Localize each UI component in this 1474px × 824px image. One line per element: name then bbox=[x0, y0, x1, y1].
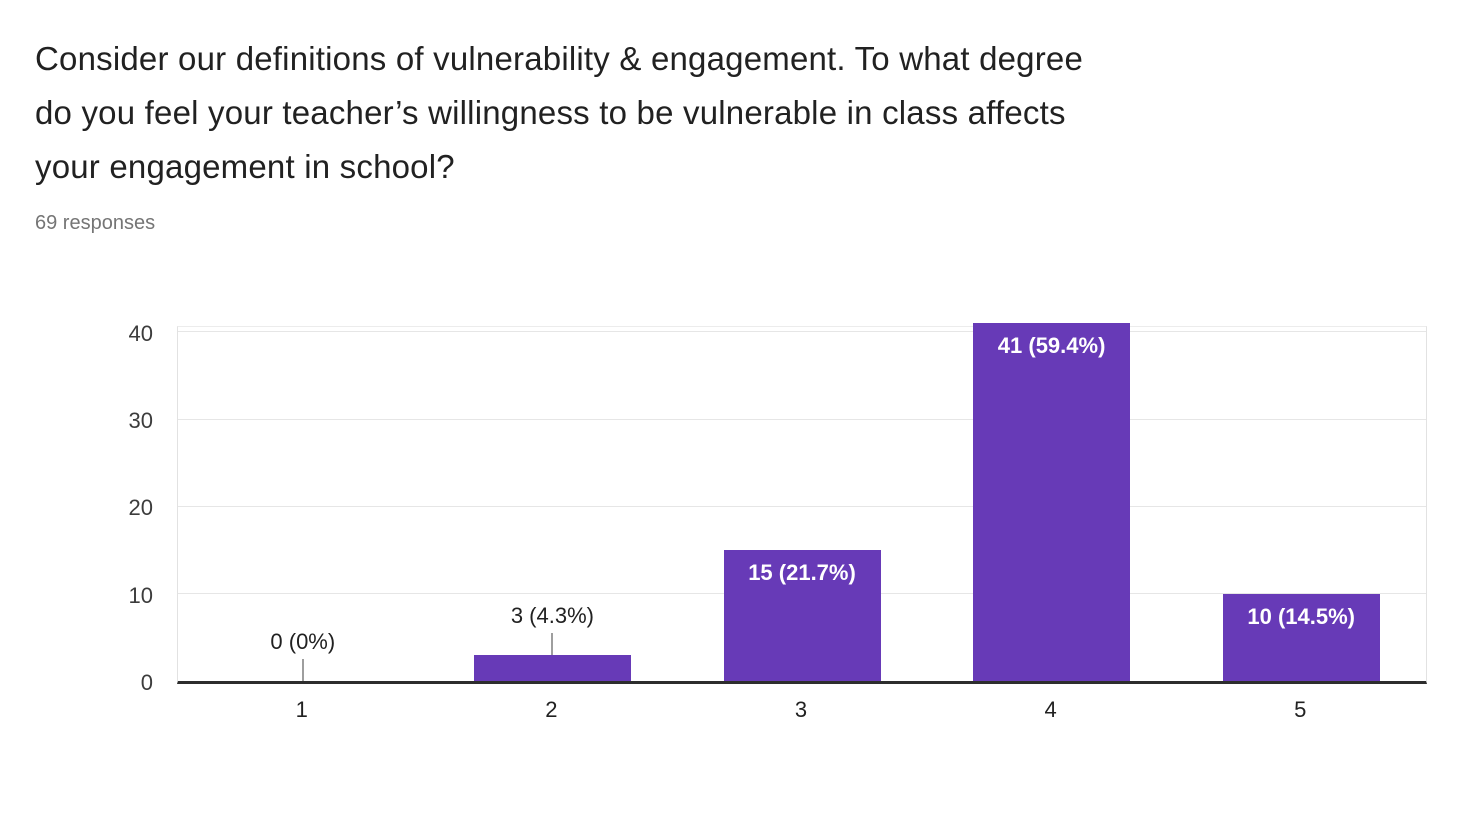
responses-count: 69 responses bbox=[35, 212, 156, 234]
bar-value-label-2: 3 (4.3%) bbox=[510, 602, 594, 628]
gridline-20 bbox=[178, 505, 1426, 507]
bar-4 bbox=[973, 323, 1131, 681]
question-title: Consider our definitions of vulnerabilit… bbox=[35, 32, 1335, 194]
annotation-callout-line-1 bbox=[301, 659, 304, 681]
x-tick-label-1: 1 bbox=[295, 697, 308, 722]
bar-value-label-3: 15 (21.7%) bbox=[748, 560, 856, 586]
bar-value-label-4: 41 (59.4%) bbox=[997, 333, 1106, 358]
bar-3 bbox=[723, 550, 881, 681]
question-title-line-1: Consider our definitions of vulnerabilit… bbox=[35, 40, 1084, 77]
annotation-callout-line-2 bbox=[551, 632, 554, 655]
x-tick-label-2: 2 bbox=[545, 697, 558, 722]
x-tick-label-5: 5 bbox=[1294, 697, 1307, 722]
y-axis: 0 10 20 30 40 bbox=[60, 321, 153, 695]
bar-2 bbox=[473, 654, 631, 681]
bar-5 bbox=[1222, 593, 1380, 681]
bar-value-label-5: 10 (14.5%) bbox=[1247, 603, 1355, 629]
y-tick-label-10: 10 bbox=[128, 582, 153, 608]
x-axis: 1 2 3 4 5 bbox=[177, 696, 1427, 726]
plot-area: 0 (0%) 3 (4.3%) 15 (21.7%) 41 (59.4%) 10 (14… bbox=[177, 323, 1427, 684]
y-tick-label-40: 40 bbox=[128, 320, 153, 346]
question-title-line-3: your engagement in school? bbox=[35, 148, 455, 185]
y-tick-label-20: 20 bbox=[128, 495, 153, 521]
gridline-40 bbox=[178, 331, 1426, 333]
x-tick-label-4: 4 bbox=[1044, 697, 1057, 722]
x-tick-label-3: 3 bbox=[794, 697, 808, 722]
bar-value-label-1: 0 (0%) bbox=[270, 629, 336, 654]
y-tick-label-30: 30 bbox=[128, 408, 153, 434]
question-title-line-2: do you feel your teacher’s willingness t… bbox=[35, 94, 1066, 131]
gridline-30 bbox=[178, 418, 1426, 420]
y-tick-label-0: 0 bbox=[140, 670, 153, 695]
